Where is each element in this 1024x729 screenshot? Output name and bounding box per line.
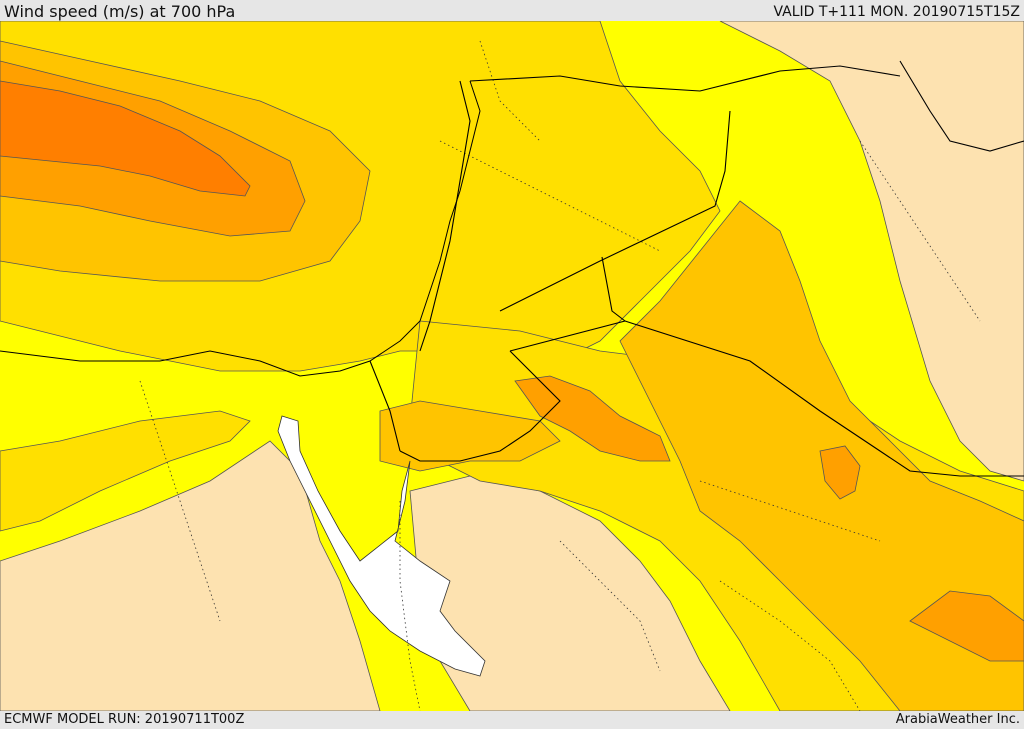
mediterranean-coastline xyxy=(0,80,481,377)
valid-time: VALID T+111 MON. 20190715T15Z xyxy=(773,4,1020,20)
band-3-sinai xyxy=(379,400,561,472)
credit-label: ArabiaWeather Inc. xyxy=(895,712,1020,727)
low-wind-area-east xyxy=(719,21,1024,482)
band-4-jordan-core xyxy=(514,375,671,462)
band-4-gulf-core xyxy=(909,590,1024,662)
low-wind-area-egypt xyxy=(0,440,381,711)
map-title: Wind speed (m/s) at 700 hPa xyxy=(4,2,236,21)
header-bar: Wind speed (m/s) at 700 hPa VALID T+111 … xyxy=(0,0,1024,21)
model-run-label: ECMWF MODEL RUN: 20190711T00Z xyxy=(4,712,245,727)
footer-bar: ECMWF MODEL RUN: 20190711T00Z ArabiaWeat… xyxy=(0,711,1024,729)
country-borders xyxy=(369,60,1024,477)
band-5-aegean-core xyxy=(0,80,251,197)
wind-speed-map xyxy=(0,21,1024,711)
red-sea-water xyxy=(277,415,486,677)
province-boundaries xyxy=(139,40,981,711)
band-4-iraq-core xyxy=(819,445,861,500)
band-2-west xyxy=(0,410,251,532)
